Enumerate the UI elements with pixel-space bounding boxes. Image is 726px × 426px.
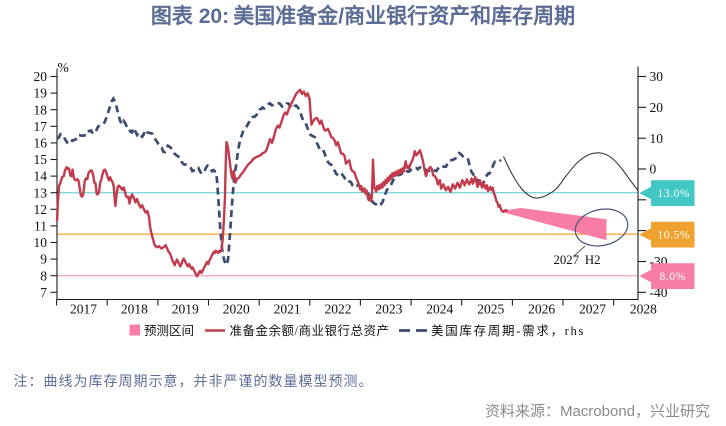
svg-text:13: 13 xyxy=(34,185,48,200)
svg-text:2019: 2019 xyxy=(172,302,199,317)
svg-text:2027 H2: 2027 H2 xyxy=(554,253,601,267)
svg-text:0: 0 xyxy=(650,162,657,177)
svg-text:预测区间: 预测区间 xyxy=(144,324,194,338)
svg-text:30: 30 xyxy=(650,69,664,84)
svg-text:10.5%: 10.5% xyxy=(658,229,691,241)
svg-text:20: 20 xyxy=(34,69,48,84)
svg-text:2025: 2025 xyxy=(477,302,504,317)
svg-text:16: 16 xyxy=(34,136,48,151)
svg-text:%: % xyxy=(58,60,69,75)
svg-text:2021: 2021 xyxy=(274,302,301,317)
svg-text:准备金余额/商业银行总资产: 准备金余额/商业银行总资产 xyxy=(230,323,390,338)
svg-text:20: 20 xyxy=(650,100,664,115)
svg-text:17: 17 xyxy=(34,119,48,134)
svg-text:11: 11 xyxy=(34,219,47,234)
svg-text:2027: 2027 xyxy=(579,302,606,317)
svg-text:9: 9 xyxy=(40,252,47,267)
svg-text:2024: 2024 xyxy=(426,302,453,317)
svg-text:10: 10 xyxy=(34,235,48,250)
svg-text:资料来源：Macrobond，兴业研究: 资料来源：Macrobond，兴业研究 xyxy=(485,403,710,420)
svg-text:2028: 2028 xyxy=(630,302,657,317)
svg-text:2018: 2018 xyxy=(121,302,148,317)
svg-text:2020: 2020 xyxy=(223,302,250,317)
svg-text:2023: 2023 xyxy=(375,302,402,317)
svg-text:10: 10 xyxy=(650,131,664,146)
svg-text:8: 8 xyxy=(40,268,47,283)
svg-text:15: 15 xyxy=(34,152,48,167)
svg-text:2026: 2026 xyxy=(528,302,555,317)
svg-text:18: 18 xyxy=(34,102,48,117)
svg-text:12: 12 xyxy=(34,202,48,217)
svg-text:图表 20: 美国准备金/商业银行资产和库存周期: 图表 20: 美国准备金/商业银行资产和库存周期 xyxy=(151,4,575,28)
svg-text:美国库存周期-需求，rhs: 美国库存周期-需求，rhs xyxy=(431,323,585,338)
svg-text:19: 19 xyxy=(34,86,48,101)
svg-text:注：曲线为库存周期示意，并非严谨的数量模型预测。: 注：曲线为库存周期示意，并非严谨的数量模型预测。 xyxy=(14,373,374,389)
svg-text:14: 14 xyxy=(34,169,48,184)
svg-text:2017: 2017 xyxy=(70,302,97,317)
svg-text:7: 7 xyxy=(40,285,47,300)
svg-text:13.0%: 13.0% xyxy=(658,188,691,200)
svg-text:2022: 2022 xyxy=(325,302,352,317)
svg-text:8.0%: 8.0% xyxy=(660,271,686,283)
